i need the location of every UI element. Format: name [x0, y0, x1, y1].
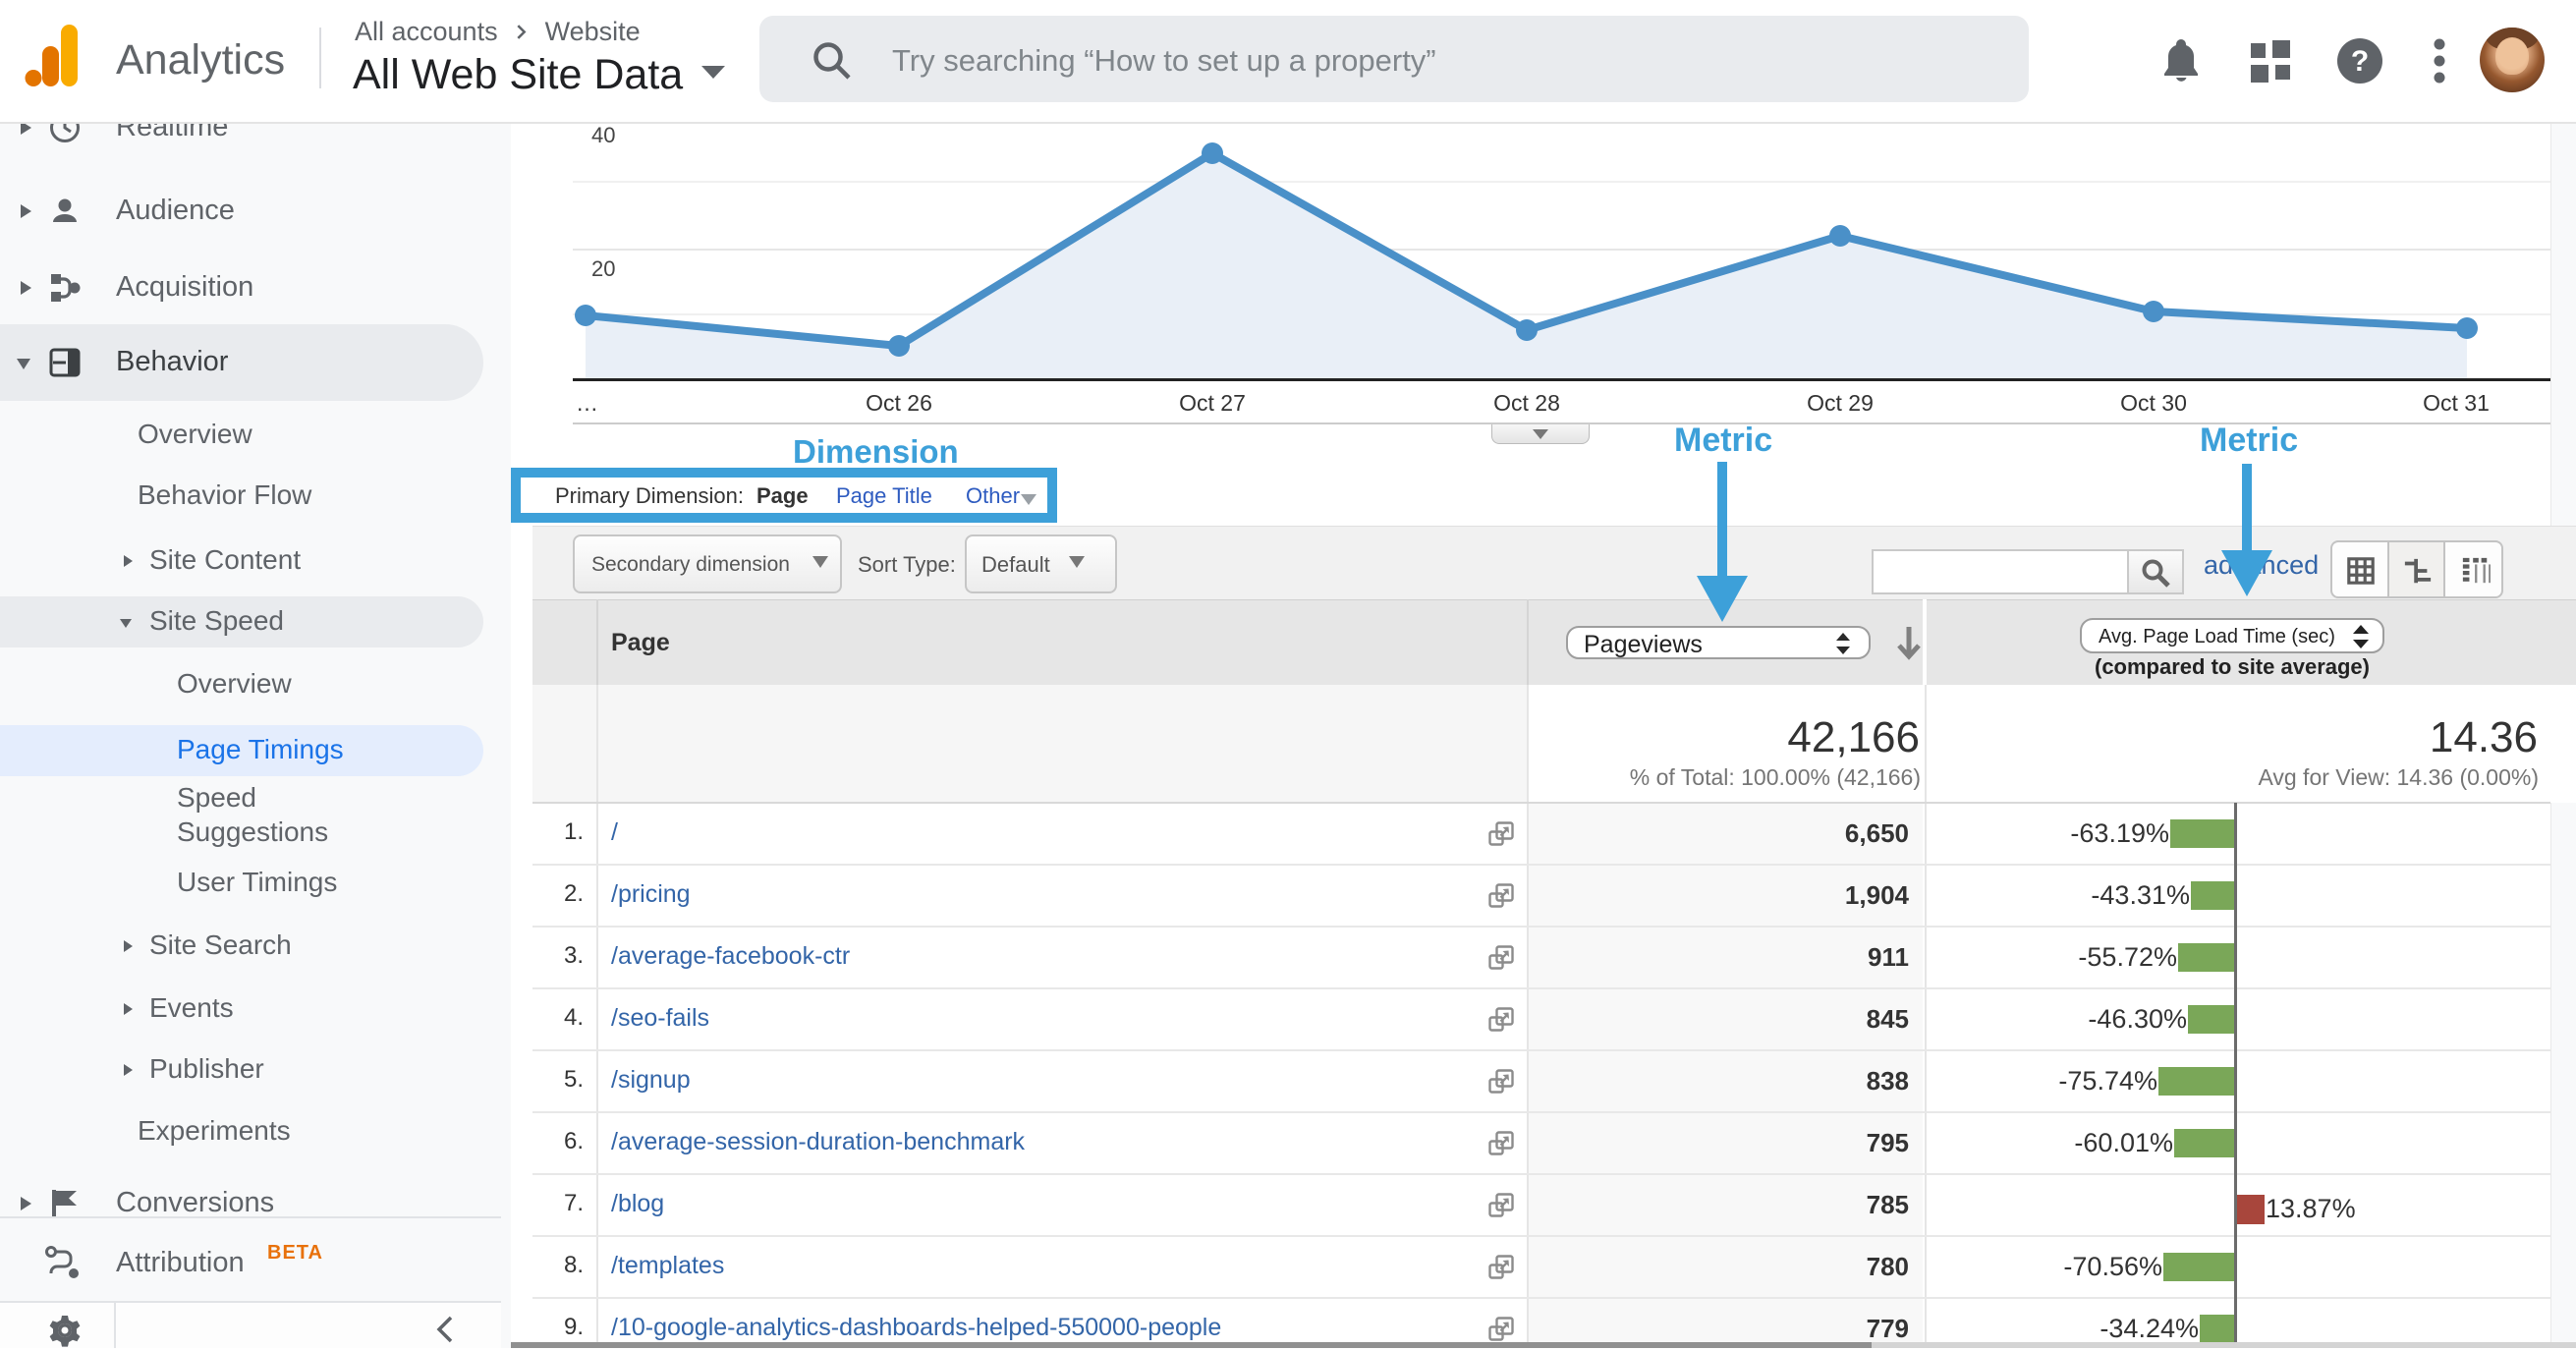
- svg-text:?: ?: [2351, 45, 2369, 78]
